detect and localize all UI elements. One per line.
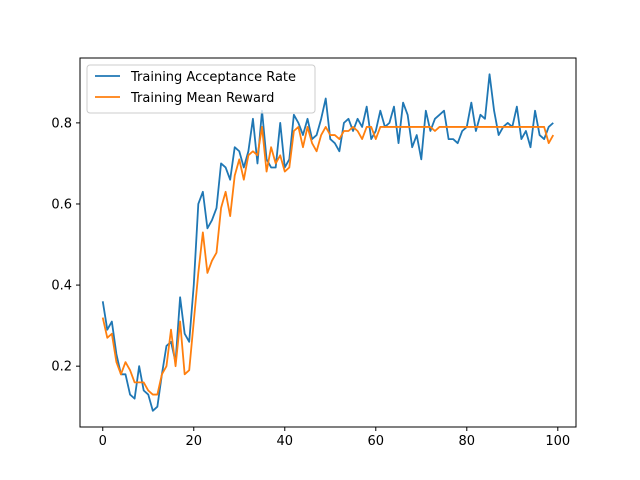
axes-frame [79, 57, 577, 428]
x-tick-label: 80 [459, 434, 476, 449]
legend: Training Acceptance Rate Training Mean R… [86, 64, 316, 114]
series-line-0 [101, 73, 554, 412]
x-tick-label: 40 [276, 434, 293, 449]
x-tick-label: 100 [545, 434, 570, 449]
y-tick-label: 0.4 [51, 279, 72, 294]
y-tick-label: 0.6 [51, 197, 72, 212]
x-tick-label: 0 [99, 434, 107, 449]
y-axis: 0.2 0.4 0.6 0.8 [51, 116, 80, 375]
x-tick-label: 20 [185, 434, 202, 449]
series-layer [101, 73, 555, 412]
series-line-1 [101, 126, 555, 396]
x-tick-label: 60 [368, 434, 385, 449]
plot-area [101, 73, 555, 412]
x-axis: 0 20 40 60 80 100 [99, 427, 570, 449]
legend-label-reward: Training Mean Reward [130, 91, 274, 106]
y-tick-label: 0.8 [51, 116, 72, 131]
legend-label-acceptance: Training Acceptance Rate [130, 70, 296, 85]
legend-box [86, 64, 316, 114]
y-tick-label: 0.2 [51, 360, 72, 375]
